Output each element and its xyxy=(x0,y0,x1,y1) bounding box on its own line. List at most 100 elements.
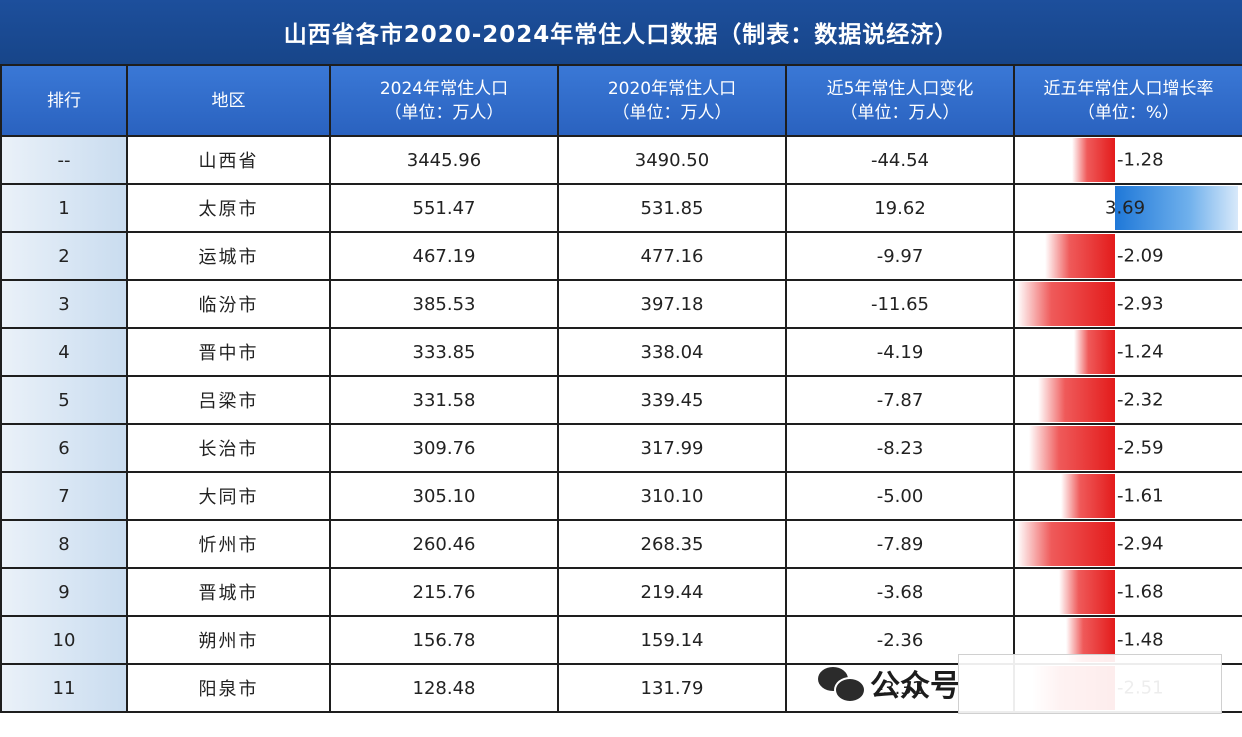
table-row: 3 临汾市 385.53 397.18 -11.65 -2.93 xyxy=(0,279,1242,329)
rank-cell: 8 xyxy=(0,519,128,569)
rank-cell: 5 xyxy=(0,375,128,425)
pop-2024-cell: 467.19 xyxy=(329,231,559,281)
rate-bar xyxy=(1028,426,1115,470)
rate-bar xyxy=(1072,138,1115,182)
header-pop-2020-line2: （单位：万人） xyxy=(612,102,732,123)
region-cell: 忻州市 xyxy=(126,519,331,569)
rate-value: -2.09 xyxy=(1117,245,1164,267)
header-row: 排行 地区 2024年常住人口 （单位：万人） 2020年常住人口 （单位：万人… xyxy=(0,64,1242,137)
rate-bar xyxy=(1017,282,1115,326)
pop-2020-cell: 317.99 xyxy=(557,423,787,473)
rate-value: -2.93 xyxy=(1117,293,1164,315)
rate-value: -1.68 xyxy=(1117,581,1164,603)
rate-bar xyxy=(1045,234,1115,278)
pop-2024-cell: 128.48 xyxy=(329,663,559,713)
table-row: 10 朔州市 156.78 159.14 -2.36 -1.48 xyxy=(0,615,1242,665)
table-row: 2 运城市 467.19 477.16 -9.97 -2.09 xyxy=(0,231,1242,281)
rate-cell: -2.94 xyxy=(1013,519,1242,569)
header-pop-2024-line2: （单位：万人） xyxy=(384,102,504,123)
rank-cell: -- xyxy=(0,135,128,185)
pop-2024-cell: 305.10 xyxy=(329,471,559,521)
pop-2020-cell: 338.04 xyxy=(557,327,787,377)
table-row: -- 山西省 3445.96 3490.50 -44.54 -1.28 xyxy=(0,135,1242,185)
pop-2024-cell: 333.85 xyxy=(329,327,559,377)
rate-value: -2.94 xyxy=(1117,533,1164,555)
rate-cell: -1.24 xyxy=(1013,327,1242,377)
rate-cell: -2.59 xyxy=(1013,423,1242,473)
rate-bar xyxy=(1061,474,1115,518)
pop-2020-cell: 531.85 xyxy=(557,183,787,233)
region-cell: 晋城市 xyxy=(126,567,331,617)
pop-2020-cell: 477.16 xyxy=(557,231,787,281)
change-cell: -11.65 xyxy=(785,279,1015,329)
rate-cell: -1.28 xyxy=(1013,135,1242,185)
change-cell: -8.23 xyxy=(785,423,1015,473)
region-cell: 长治市 xyxy=(126,423,331,473)
change-cell: -44.54 xyxy=(785,135,1015,185)
header-pop-2020-line1: 2020年常住人口 xyxy=(607,78,737,99)
rate-value: 3.69 xyxy=(1105,197,1146,219)
table-title: 山西省各市2020-2024年常住人口数据（制表：数据说经济） xyxy=(0,0,1242,64)
pop-2024-cell: 551.47 xyxy=(329,183,559,233)
rank-cell: 7 xyxy=(0,471,128,521)
header-rate-line2: （单位：%） xyxy=(1077,102,1180,123)
rate-value: -1.48 xyxy=(1117,629,1164,651)
header-pop-2024: 2024年常住人口 （单位：万人） xyxy=(329,64,559,137)
region-cell: 朔州市 xyxy=(126,615,331,665)
pop-2020-cell: 219.44 xyxy=(557,567,787,617)
header-rate: 近五年常住人口增长率 （单位：%） xyxy=(1013,64,1242,137)
region-cell: 运城市 xyxy=(126,231,331,281)
rank-cell: 1 xyxy=(0,183,128,233)
change-cell: -7.87 xyxy=(785,375,1015,425)
change-cell: -5.00 xyxy=(785,471,1015,521)
pop-2024-cell: 331.58 xyxy=(329,375,559,425)
table-row: 5 吕梁市 331.58 339.45 -7.87 -2.32 xyxy=(0,375,1242,425)
rate-value: -2.32 xyxy=(1117,389,1164,411)
pop-2024-cell: 215.76 xyxy=(329,567,559,617)
rate-bar xyxy=(1073,330,1115,374)
table-row: 1 太原市 551.47 531.85 19.62 3.69 xyxy=(0,183,1242,233)
rate-bar xyxy=(1017,522,1115,566)
rate-cell: -1.68 xyxy=(1013,567,1242,617)
region-cell: 晋中市 xyxy=(126,327,331,377)
rate-value: -1.61 xyxy=(1117,485,1164,507)
region-cell: 临汾市 xyxy=(126,279,331,329)
header-change-line1: 近5年常住人口变化 xyxy=(826,78,974,99)
rank-cell: 6 xyxy=(0,423,128,473)
rate-bar xyxy=(1037,378,1115,422)
pop-2020-cell: 159.14 xyxy=(557,615,787,665)
header-rate-line1: 近五年常住人口增长率 xyxy=(1043,78,1214,99)
rate-bar xyxy=(1059,570,1115,614)
table-row: 6 长治市 309.76 317.99 -8.23 -2.59 xyxy=(0,423,1242,473)
region-cell: 大同市 xyxy=(126,471,331,521)
header-pop-2024-line1: 2024年常住人口 xyxy=(379,78,509,99)
change-cell: -4.19 xyxy=(785,327,1015,377)
rate-cell: 3.69 xyxy=(1013,183,1242,233)
pop-2020-cell: 131.79 xyxy=(557,663,787,713)
rank-cell: 4 xyxy=(0,327,128,377)
change-cell: -3.68 xyxy=(785,567,1015,617)
pop-2024-cell: 156.78 xyxy=(329,615,559,665)
rank-cell: 9 xyxy=(0,567,128,617)
region-cell: 山西省 xyxy=(126,135,331,185)
pop-2020-cell: 397.18 xyxy=(557,279,787,329)
watermark: 公众号 xyxy=(818,652,1228,714)
pop-2020-cell: 339.45 xyxy=(557,375,787,425)
pop-2024-cell: 260.46 xyxy=(329,519,559,569)
wechat-icon xyxy=(818,663,866,703)
change-cell: 19.62 xyxy=(785,183,1015,233)
pop-2020-cell: 310.10 xyxy=(557,471,787,521)
rank-cell: 3 xyxy=(0,279,128,329)
pop-2024-cell: 309.76 xyxy=(329,423,559,473)
rate-cell: -2.09 xyxy=(1013,231,1242,281)
region-cell: 阳泉市 xyxy=(126,663,331,713)
pop-2024-cell: 385.53 xyxy=(329,279,559,329)
rate-value: -1.28 xyxy=(1117,149,1164,171)
table-row: 4 晋中市 333.85 338.04 -4.19 -1.24 xyxy=(0,327,1242,377)
rank-cell: 2 xyxy=(0,231,128,281)
table-row: 8 忻州市 260.46 268.35 -7.89 -2.94 xyxy=(0,519,1242,569)
region-cell: 太原市 xyxy=(126,183,331,233)
change-cell: -9.97 xyxy=(785,231,1015,281)
watermark-overlay xyxy=(958,654,1222,714)
table-row: 9 晋城市 215.76 219.44 -3.68 -1.68 xyxy=(0,567,1242,617)
